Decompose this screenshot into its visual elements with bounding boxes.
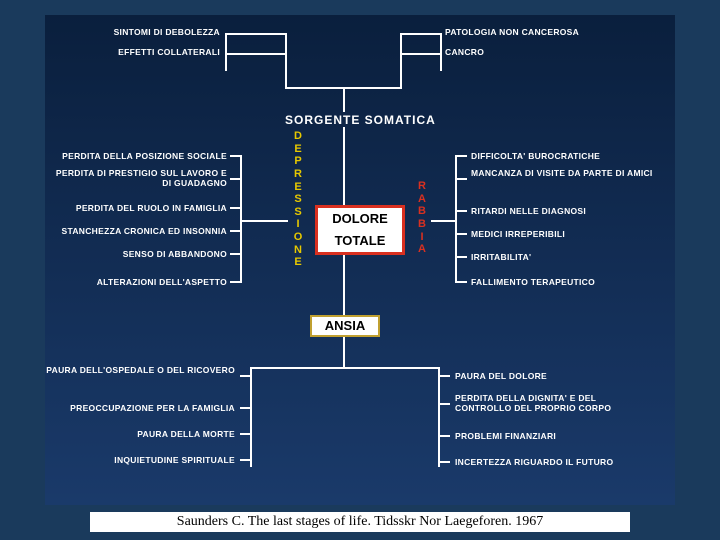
bottom-right-label: PAURA DEL DOLORE [455,371,547,381]
connector [225,33,285,35]
citation: Saunders C. The last stages of life. Tid… [90,512,630,532]
bottom-right-label: PROBLEMI FINANZIARI [455,431,556,441]
left-label: PERDITA DELLA POSIZIONE SOCIALE [45,151,227,161]
connector [400,53,440,55]
center-line1: DOLORE [318,208,402,230]
left-label: ALTERAZIONI DELL'ASPETTO [45,277,227,287]
right-label: MEDICI IRREPERIBILI [471,229,565,239]
connector [438,367,440,467]
connector [343,87,345,112]
connector [240,155,242,283]
bottom-right-label: INCERTEZZA RIGUARDO IL FUTURO [455,457,613,467]
connector [230,253,240,255]
connector [343,337,345,367]
vertical-rabbia: RABBIA [415,180,429,256]
right-label: IRRITABILITA' [471,252,531,262]
connector [440,435,450,437]
top-left-label: SINTOMI DI DEBOLEZZA [65,27,220,37]
top-right-label: CANCRO [445,47,484,57]
connector [240,375,250,377]
center-dolore-totale: DOLORE TOTALE [315,205,405,255]
top-left-label: EFFETTI COLLATERALI [65,47,220,57]
connector [457,281,467,283]
connector [240,407,250,409]
connector [440,403,450,405]
center-line2: TOTALE [318,230,402,252]
connector [225,33,227,71]
right-label: DIFFICOLTA' BUROCRATICHE [471,151,600,161]
bottom-left-label: PAURA DELLA MORTE [45,429,235,439]
connector [431,220,455,222]
connector [457,210,467,212]
connector [440,461,450,463]
connector [230,178,240,180]
connector [457,178,467,180]
right-label: MANCANZA DI VISITE DA PARTE DI AMICI [471,168,661,178]
connector [230,230,240,232]
connector [457,256,467,258]
connector [343,127,345,205]
bottom-left-label: INQUIETUDINE SPIRITUALE [45,455,235,465]
bottom-right-label: PERDITA DELLA DIGNITA' E DEL CONTROLLO D… [455,393,655,413]
connector [343,255,345,315]
right-label: FALLIMENTO TERAPEUTICO [471,277,595,287]
connector [250,367,440,369]
connector [230,207,240,209]
vertical-depressione: DEPRESSIONE [291,130,305,269]
connector [230,281,240,283]
left-label: PERDITA DI PRESTIGIO SUL LAVORO E DI GUA… [45,168,227,188]
bottom-left-label: PAURA DELL'OSPEDALE O DEL RICOVERO [45,365,235,375]
connector [457,155,467,157]
connector [230,155,240,157]
left-label: SENSO DI ABBANDONO [45,249,227,259]
connector [250,367,252,467]
right-label: RITARDI NELLE DIAGNOSI [471,206,586,216]
connector [285,33,287,88]
top-right-label: PATOLOGIA NON CANCEROSA [445,27,579,37]
connector [455,155,457,283]
left-label: PERDITA DEL RUOLO IN FAMIGLIA [45,203,227,213]
connector [225,53,285,55]
connector [457,233,467,235]
connector [440,33,442,71]
connector [240,220,288,222]
ansia-box: ANSIA [310,315,380,337]
connector [400,33,402,88]
connector [240,433,250,435]
bottom-left-label: PREOCCUPAZIONE PER LA FAMIGLIA [45,403,235,413]
connector [440,375,450,377]
diagram-canvas: SINTOMI DI DEBOLEZZA EFFETTI COLLATERALI… [45,15,675,505]
connector [400,33,440,35]
connector [240,459,250,461]
heading-somatica: SORGENTE SOMATICA [285,113,436,127]
left-label: STANCHEZZA CRONICA ED INSONNIA [45,226,227,236]
